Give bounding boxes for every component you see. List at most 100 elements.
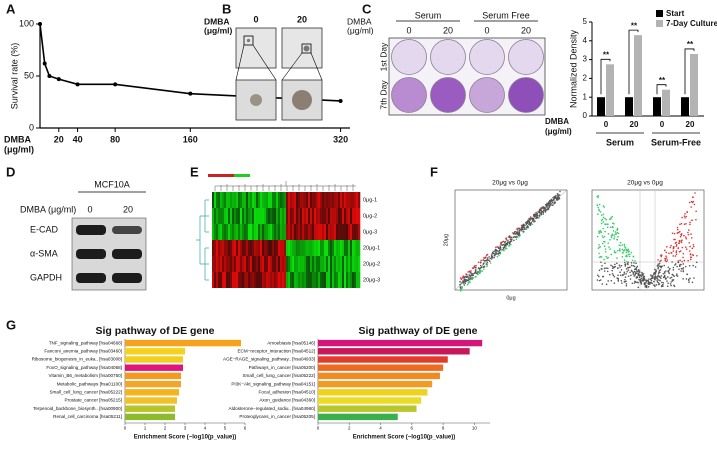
volcano-point: [630, 251, 633, 254]
volcano-point: [596, 235, 599, 238]
gene-point: [482, 263, 484, 265]
volcano-point: [621, 244, 624, 246]
heat-cell: [298, 208, 301, 224]
dmba-label: DMBA (μg/ml): [20, 204, 76, 214]
heat-cell: [340, 208, 343, 224]
heat-cell: [304, 208, 307, 224]
heat-cell: [298, 240, 301, 256]
volcano-point: [666, 246, 668, 248]
heat-cell: [282, 240, 285, 256]
volcano-point: [680, 222, 683, 225]
heat-cell: [266, 272, 269, 288]
volcano-point: [664, 259, 667, 262]
bar: [125, 405, 175, 412]
heat-cell: [344, 192, 347, 208]
volcano-point: [631, 282, 634, 285]
volcano-point: [678, 242, 681, 245]
heat-cell: [260, 256, 263, 272]
heat-cell: [284, 272, 287, 288]
volcano-point: [618, 264, 621, 267]
volcano-point: [614, 251, 617, 254]
gene-point: [538, 210, 541, 213]
heat-cell: [354, 272, 357, 288]
significance-bracket: [628, 29, 639, 95]
volcano-point: [665, 260, 668, 263]
well: [469, 39, 505, 75]
gene-point: [468, 280, 471, 283]
volcano-point: [603, 245, 606, 247]
volcano-point: [607, 223, 609, 226]
heat-cell: [222, 256, 225, 272]
volcano-point: [690, 233, 692, 235]
heat-cell: [320, 224, 323, 240]
legend-swatch: [656, 20, 663, 27]
volcano-point: [665, 270, 667, 272]
heat-cell: [344, 240, 347, 256]
heat-cell: [292, 240, 295, 256]
volcano-point: [627, 266, 629, 269]
heat-cell: [296, 272, 299, 288]
volcano-point: [682, 270, 685, 273]
gene-point: [510, 236, 513, 239]
heat-cell: [248, 240, 251, 256]
volcano-point: [625, 283, 628, 285]
category-label: Focal_adhesion [hsa04510]: [259, 390, 315, 395]
heat-cell: [332, 192, 335, 208]
heat-cell: [302, 272, 305, 288]
gene-point: [518, 233, 521, 236]
gene-point: [485, 263, 488, 265]
heat-cell: [232, 256, 235, 272]
x-tick-label: 320: [333, 134, 348, 144]
heat-cell: [236, 192, 239, 208]
heat-cell: [218, 240, 221, 256]
volcano-point: [690, 200, 693, 203]
heat-cell: [228, 208, 231, 224]
gene-point: [463, 281, 465, 284]
volcano-point: [650, 281, 653, 284]
volcano-point: [637, 273, 639, 276]
heat-cell: [242, 256, 245, 272]
heat-cell: [224, 208, 227, 224]
volcano-point: [692, 200, 695, 203]
data-point: [338, 98, 343, 103]
gene-point: [555, 197, 558, 200]
gene-point: [474, 268, 477, 271]
heat-cell: [310, 224, 313, 240]
volcano-point: [600, 261, 602, 263]
heat-cell: [302, 192, 305, 208]
gene-point: [546, 204, 548, 206]
volcano-point: [672, 278, 675, 281]
volcano-point: [677, 247, 680, 249]
protein-label: E-CAD: [30, 224, 59, 234]
heat-cell: [282, 272, 285, 288]
gene-point: [466, 283, 469, 286]
x-tick-label: 160: [183, 134, 198, 144]
heat-cell: [232, 224, 235, 240]
heat-cell: [242, 272, 245, 288]
volcano-point: [672, 268, 675, 271]
heat-cell: [348, 208, 351, 224]
volcano-point: [598, 230, 600, 233]
volcano-point: [616, 277, 618, 279]
heat-cell: [244, 240, 247, 256]
heat-cell: [282, 256, 285, 272]
gene-point: [523, 228, 526, 231]
volcano-point: [658, 265, 661, 268]
gene-point: [528, 218, 531, 220]
heat-cell: [218, 256, 221, 272]
volcano-point: [692, 243, 695, 246]
heat-cell: [268, 192, 271, 208]
volcano-point: [631, 259, 634, 262]
heat-cell: [230, 224, 233, 240]
heat-cell: [314, 272, 317, 288]
gene-point: [505, 239, 508, 241]
heat-cell: [296, 256, 299, 272]
volcano-point: [687, 231, 689, 234]
volcano-point: [661, 265, 663, 268]
heat-cell: [278, 224, 281, 240]
bar: [125, 413, 175, 421]
volcano-point: [632, 273, 635, 275]
volcano-point: [688, 264, 691, 267]
heat-cell: [348, 240, 351, 256]
volcano-point: [685, 278, 688, 280]
